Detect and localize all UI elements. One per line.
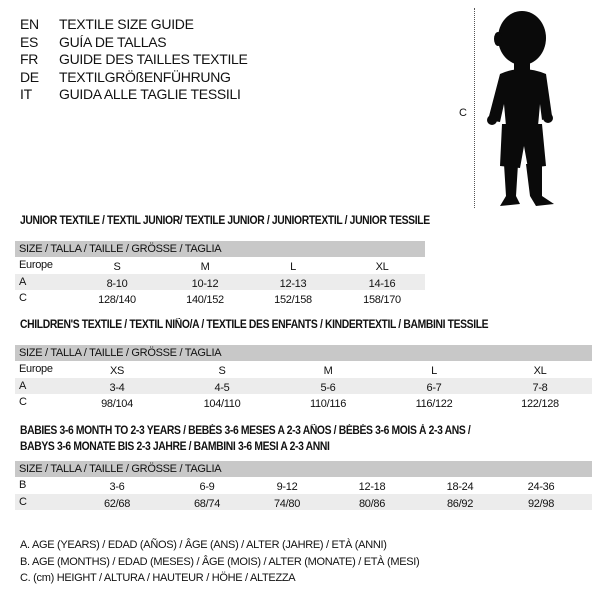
- language-title: GUÍA DE TALLAS: [59, 33, 167, 50]
- language-code: ES: [20, 33, 39, 50]
- row-label: A: [19, 275, 27, 288]
- legend-item: A. AGE (YEARS) / EDAD (AÑOS) / ÂGE (ANS)…: [20, 539, 387, 551]
- table-cell: L: [290, 261, 296, 273]
- table-cell: 14-16: [368, 277, 396, 290]
- table-cell: 68/74: [193, 497, 221, 510]
- language-code: IT: [20, 86, 32, 102]
- language-code: FR: [20, 51, 39, 67]
- row-label: C: [19, 495, 27, 508]
- size-table: SIZE / TALLA / TAILLE / GRÖSSE / TAGLIA …: [15, 241, 425, 307]
- table-cell: 5-6: [320, 381, 336, 394]
- table-cell: 80/86: [358, 497, 386, 510]
- language-title: GUIDE DES TAILLES TEXTILE: [59, 51, 248, 67]
- table-cell: 8-10: [106, 277, 128, 290]
- size-table: SIZE / TALLA / TAILLE / GRÖSSE / TAGLIA …: [15, 461, 592, 510]
- table-heading: BABIES 3-6 MONTH TO 2-3 YEARS / BEBÉS 3-…: [20, 425, 471, 437]
- language-code: EN: [20, 16, 39, 32]
- table-cell: 4-5: [214, 381, 230, 394]
- table-cell: 74/80: [273, 497, 301, 510]
- table-cell: 12-13: [279, 277, 307, 290]
- table-heading: JUNIOR TEXTILE / TEXTIL JUNIOR/ TEXTILE …: [20, 215, 430, 227]
- table-cell: 110/116: [309, 398, 347, 410]
- language-title: GUIDA ALLE TAGLIE TESSILI: [59, 86, 241, 102]
- table-cell: 3-4: [109, 381, 125, 394]
- row-label: C: [19, 292, 27, 304]
- row-label: A: [19, 379, 27, 392]
- size-header-row: SIZE / TALLA / TAILLE / GRÖSSE / TAGLIA: [15, 345, 592, 361]
- legend-item: C. (cm) HEIGHT / ALTURA / HAUTEUR / HÖHE…: [20, 572, 296, 584]
- table-cell: S: [113, 261, 121, 273]
- table-row: A 3-4 4-5 5-6 6-7 7-8: [15, 377, 592, 394]
- table-cell: 24-36: [527, 481, 555, 493]
- legend-item: B. AGE (MONTHS) / EDAD (MESES) / ÂGE (MO…: [20, 555, 420, 568]
- table-cell: 122/128: [521, 398, 559, 410]
- table-cell: 116/122: [415, 398, 453, 410]
- row-label: Europe: [19, 259, 53, 271]
- table-cell: 3-6: [109, 481, 125, 493]
- table-row: C 98/104 104/110 110/116 116/122 122/128: [15, 394, 592, 411]
- table-cell: 92/98: [527, 497, 555, 510]
- table-cell: 86/92: [446, 497, 474, 510]
- height-measure-label: C: [459, 107, 467, 119]
- table-cell: 62/68: [103, 497, 131, 510]
- table-row: Europe S M L XL: [15, 257, 425, 274]
- table-cell: XS: [109, 365, 125, 377]
- table-cell: 152/158: [274, 294, 312, 306]
- table-cell: 10-12: [191, 277, 219, 290]
- table-cell: 12-18: [358, 481, 386, 493]
- row-label: Europe: [19, 363, 53, 375]
- size-table: SIZE / TALLA / TAILLE / GRÖSSE / TAGLIA …: [15, 345, 592, 411]
- table-cell: XL: [533, 365, 547, 377]
- table-cell: 9-12: [276, 481, 298, 493]
- table-row: Europe XS S M L XL: [15, 361, 592, 378]
- height-measure-line: [474, 8, 475, 208]
- child-silhouette-icon: [487, 11, 554, 206]
- row-label: C: [19, 396, 27, 408]
- language-title: TEXTILGRÖßENFÜHRUNG: [59, 68, 231, 85]
- table-row: C 62/68 68/74 74/80 80/86 86/92 92/98: [15, 493, 592, 510]
- language-title: TEXTILE SIZE GUIDE: [59, 16, 194, 32]
- table-heading: CHILDREN'S TEXTILE / TEXTIL NIÑO/A / TEX…: [20, 319, 489, 331]
- table-cell: 128/140: [98, 294, 136, 306]
- size-header-row: SIZE / TALLA / TAILLE / GRÖSSE / TAGLIA: [15, 461, 592, 477]
- table-cell: M: [323, 365, 333, 377]
- table-cell: S: [218, 365, 226, 377]
- table-row: B 3-6 6-9 9-12 12-18 18-24 24-36: [15, 477, 592, 494]
- table-cell: 6-7: [426, 381, 442, 394]
- table-cell: 140/152: [186, 294, 224, 306]
- table-cell: M: [200, 261, 210, 273]
- table-row: A 8-10 10-12 12-13 14-16: [15, 273, 425, 290]
- table-cell: XL: [375, 261, 389, 273]
- table-cell: 6-9: [199, 481, 215, 493]
- table-cell: 98/104: [101, 398, 133, 410]
- size-header-row: SIZE / TALLA / TAILLE / GRÖSSE / TAGLIA: [15, 241, 425, 257]
- row-label: B: [19, 479, 27, 491]
- table-cell: L: [431, 365, 437, 377]
- table-cell: 104/110: [203, 398, 241, 410]
- table-heading-line2: BABYS 3-6 MONATE BIS 2-3 JAHRE / BAMBINI…: [20, 441, 330, 453]
- table-cell: 18-24: [446, 481, 474, 493]
- table-cell: 7-8: [532, 381, 548, 394]
- table-row: C 128/140 140/152 152/158 158/170: [15, 290, 425, 307]
- table-cell: 158/170: [363, 294, 401, 306]
- language-code: DE: [20, 68, 39, 85]
